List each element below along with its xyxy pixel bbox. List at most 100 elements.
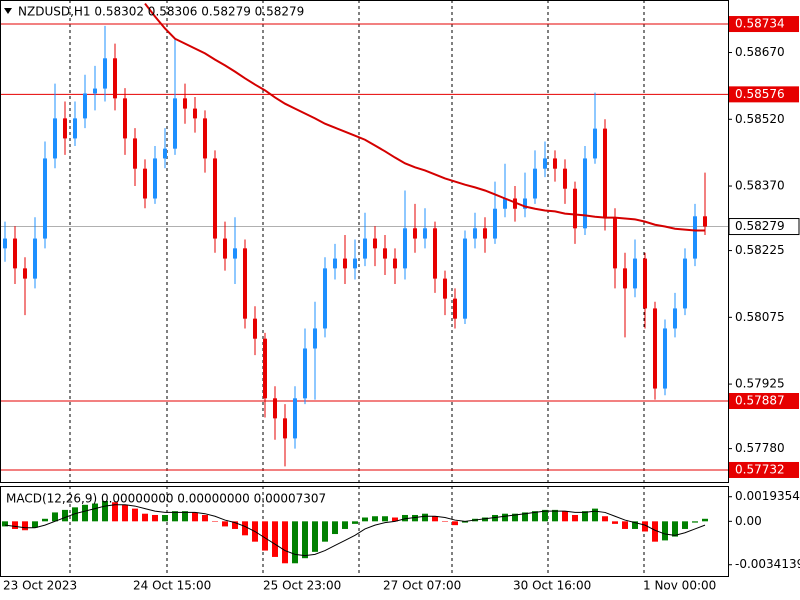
- candle-body: [233, 248, 237, 259]
- x-tick-label: 27 Oct 07:00: [383, 579, 461, 593]
- macd-bar: [152, 514, 158, 522]
- macd-bar: [402, 514, 408, 522]
- candle-body: [333, 258, 337, 269]
- x-tick-label: 25 Oct 23:00: [263, 579, 341, 593]
- macd-bar: [82, 504, 88, 522]
- macd-bar: [42, 518, 48, 522]
- candle-body: [393, 258, 397, 269]
- candle-body: [83, 93, 87, 119]
- macd-bar: [202, 514, 208, 522]
- level-label: 0.57732: [735, 462, 785, 476]
- macd-bar: [432, 516, 438, 522]
- candle-body: [353, 258, 357, 269]
- macd-bar: [282, 521, 288, 564]
- macd-header: MACD(12,26,9) 0.00000000 0.00000000 0.00…: [6, 492, 326, 506]
- candle-body: [533, 168, 537, 199]
- macd-bar: [352, 521, 358, 524]
- macd-bar: [382, 516, 388, 522]
- macd-bar: [362, 517, 368, 522]
- macd-bar: [602, 516, 608, 522]
- candle-body: [213, 158, 217, 239]
- candle-body: [293, 398, 297, 439]
- candle-body: [203, 118, 207, 159]
- candle-body: [703, 216, 707, 227]
- macd-bar: [642, 521, 648, 532]
- y-tick-label: 0.58370: [735, 179, 785, 193]
- macd-bar: [622, 521, 628, 529]
- y-tick-label: 0.58670: [735, 45, 785, 59]
- macd-bar: [502, 513, 508, 522]
- candle-body: [43, 158, 47, 239]
- macd-bar: [312, 521, 318, 552]
- candle-body: [383, 248, 387, 259]
- level-label-box: [729, 16, 799, 33]
- macd-panel: [2, 500, 708, 564]
- candle-body: [123, 98, 127, 139]
- macd-bar: [652, 521, 658, 542]
- macd-bar: [442, 521, 448, 522]
- level-label-box: [729, 461, 799, 478]
- y-tick-label: 0.0019354: [735, 489, 800, 503]
- signal-line: [4, 504, 706, 557]
- candle-body: [223, 238, 227, 259]
- macd-bar: [132, 508, 138, 522]
- macd-bar: [22, 521, 28, 531]
- macd-bar: [172, 511, 178, 522]
- macd-bar: [692, 521, 698, 523]
- candle-body: [93, 88, 97, 94]
- candle-body: [613, 218, 617, 269]
- candle-body: [643, 258, 647, 309]
- candle-body: [63, 118, 67, 139]
- candle-body: [593, 128, 597, 159]
- macd-bar: [242, 521, 248, 536]
- candle-body: [483, 228, 487, 239]
- macd-bar: [452, 521, 458, 526]
- level-label: 0.58576: [735, 87, 785, 101]
- macd-bar: [12, 521, 18, 529]
- y-tick-label: -0.0034139: [735, 557, 800, 571]
- candle-body: [263, 338, 267, 399]
- candle-body: [683, 258, 687, 309]
- macd-bar: [92, 503, 98, 522]
- candle-body: [603, 128, 607, 219]
- candle-body: [283, 418, 287, 439]
- candle-body: [453, 298, 457, 319]
- macd-bar: [292, 521, 298, 564]
- candle-body: [663, 328, 667, 389]
- price-panel: [0, 2, 728, 471]
- macd-bar: [62, 509, 68, 522]
- candle-body: [563, 168, 567, 189]
- candle-body: [243, 248, 247, 319]
- macd-bar: [532, 511, 538, 522]
- macd-bar: [52, 512, 58, 522]
- candle-body: [433, 228, 437, 279]
- macd-bar: [322, 521, 328, 542]
- y-tick-label: 0.58520: [735, 112, 785, 126]
- candle-body: [553, 158, 557, 169]
- macd-bar: [332, 521, 338, 535]
- candle-body: [3, 238, 7, 249]
- macd-bar: [542, 509, 548, 522]
- macd-bar: [672, 521, 678, 537]
- macd-frame: [0, 486, 729, 577]
- macd-bar: [112, 502, 118, 522]
- macd-bar: [372, 516, 378, 522]
- candle-body: [323, 268, 327, 329]
- macd-bar: [272, 521, 278, 557]
- candle-body: [23, 268, 27, 279]
- y-tick-label: 0.58075: [735, 310, 785, 324]
- candle-body: [273, 398, 277, 419]
- macd-bar: [612, 521, 618, 524]
- candle-body: [633, 258, 637, 289]
- candle-body: [363, 238, 367, 259]
- level-label-box: [729, 392, 799, 409]
- candle-body: [583, 158, 587, 229]
- candle-body: [143, 168, 147, 199]
- candle-body: [73, 118, 77, 139]
- x-tick-label: 23 Oct 2023: [3, 579, 77, 593]
- macd-bar: [462, 521, 468, 523]
- candle-body: [403, 228, 407, 269]
- menu-arrow[interactable]: [4, 8, 12, 14]
